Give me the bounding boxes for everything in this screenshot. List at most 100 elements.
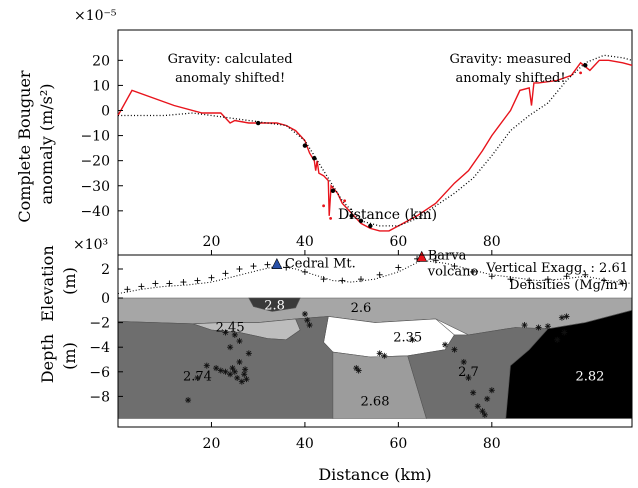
gravity-station-marker: [432, 257, 439, 264]
earthquake-marker: [231, 368, 238, 375]
earthquake-marker: [227, 344, 234, 351]
gravity-annotation-line: anomaly shifted!: [175, 71, 285, 86]
section-y-tick-label: −2: [89, 316, 110, 332]
gravity-y-axis-label-line-1: Complete Bouguer: [15, 70, 34, 223]
gravity-annotation-line: Gravity: measured: [450, 52, 572, 67]
section-x-tick-label: 80: [483, 436, 501, 452]
earthquake-marker: [301, 310, 308, 317]
gravity-x-tick-label: 60: [389, 234, 407, 250]
earthquake-marker: [185, 397, 192, 404]
section-x-tick-label: 60: [389, 436, 407, 452]
earthquake-marker: [236, 338, 243, 345]
gravity-station-marker: [264, 261, 271, 268]
gravity-station-marker: [124, 286, 131, 293]
depth-axis-label-line-2: (m): [60, 342, 79, 370]
earthquake-marker: [460, 358, 467, 365]
earthquake-marker: [544, 323, 551, 330]
earthquake-marker: [554, 336, 561, 343]
gravity-station-marker: [619, 280, 626, 287]
section-plot-frame: [117, 254, 633, 428]
gravity-station-point: [255, 120, 261, 126]
depth-axis-label: Depth (m): [38, 329, 79, 383]
density-label: 2.35: [393, 330, 422, 345]
section-x-axis-label: Distance (km): [318, 465, 431, 484]
gravity-station-marker: [526, 277, 533, 284]
gravity-y-tick-label: 20: [92, 53, 110, 69]
gravity-station-marker: [395, 264, 402, 271]
gravity-station-marker: [301, 268, 308, 275]
density-body: [323, 316, 455, 358]
gravity-y-tick-label: −30: [80, 179, 110, 195]
cedral-mt-marker: [271, 257, 283, 269]
gravity-red-mark: [579, 71, 582, 75]
gravity-x-tick-label: 20: [203, 234, 221, 250]
earthquake-marker: [304, 317, 311, 324]
gravity-station-point: [330, 188, 336, 193]
gravity-station-point: [349, 213, 354, 219]
section-y-tick-label: 0: [101, 291, 110, 307]
gravity-station-point: [583, 63, 588, 68]
earthquake-marker: [234, 374, 241, 381]
measured-gravity-line: [118, 54, 633, 227]
elevation-axis-label: Elevation (m): [38, 240, 79, 321]
earthquake-marker: [521, 322, 528, 329]
density-label: 2.68: [361, 394, 390, 409]
gravity-station-marker: [194, 277, 201, 284]
earthquake-marker: [479, 408, 486, 415]
gravity-station-marker: [166, 280, 173, 287]
gravity-station-marker: [152, 280, 159, 287]
gravity-annotation: Gravity: calculated anomaly shifted!: [168, 52, 293, 86]
gravity-annotation-line: Gravity: calculated: [168, 52, 293, 67]
earthquake-marker: [558, 314, 565, 321]
earthquake-marker: [561, 329, 568, 336]
gravity-panel: Gravity: calculated anomaly shifted!Gravi…: [15, 8, 633, 256]
gravity-annotation: Gravity: measured anomaly shifted!: [450, 52, 572, 86]
gravity-station-marker: [138, 283, 145, 290]
gravity-station-marker: [283, 264, 290, 271]
earthquake-marker: [238, 378, 245, 385]
gravity-station-marker: [250, 263, 257, 270]
gravity-station-marker: [222, 270, 229, 277]
section-panel: 2.6 2.45 2.8 2.35 2.74 2.68 2.7 2.82 Cedral Mt.…: [38, 240, 633, 484]
density-body: [505, 309, 633, 419]
earthquake-marker: [243, 376, 250, 383]
earthquake-marker: [488, 387, 495, 394]
gravity-x-tick-label: 80: [483, 234, 501, 250]
calculated-gravity-line: [117, 59, 633, 232]
earthquake-marker: [409, 336, 416, 343]
density-body: [248, 297, 301, 312]
gravity-station-marker: [582, 271, 589, 278]
earthquake-marker: [242, 366, 249, 373]
gravity-y-tick-label: −40: [80, 204, 110, 220]
gravity-station-point: [302, 143, 308, 148]
section-x-tick-label: 20: [203, 436, 221, 452]
gravity-station-marker: [357, 276, 364, 283]
density-label: 2.82: [575, 370, 604, 385]
earthquake-marker: [241, 371, 248, 378]
gravity-station-marker: [208, 274, 215, 281]
gravity-station-marker: [488, 273, 495, 280]
earthquake-marker: [217, 367, 224, 374]
earthquake-marker: [376, 350, 383, 357]
gravity-station-marker: [320, 276, 327, 283]
density-label: 2.6: [351, 301, 372, 316]
gravity-plot-frame: [117, 29, 633, 256]
earthquake-marker: [194, 374, 201, 381]
gravity-station-marker: [180, 279, 187, 286]
gravity-station-marker: [236, 266, 243, 272]
earthquake-marker: [470, 389, 477, 396]
earthquake-marker: [203, 362, 210, 369]
densities-label: Densities (Mg/m³): [509, 278, 628, 293]
density-label: 2.74: [183, 370, 212, 385]
volcano-label-line: volcano: [427, 264, 479, 279]
gravity-station-marker: [339, 277, 346, 284]
earthquake-marker: [465, 374, 472, 381]
section-x-tick-label: 40: [296, 436, 314, 452]
volcano-label-line: Barva: [428, 248, 467, 263]
gravity-x-axis-label: Distance (km): [338, 207, 437, 223]
elevation-axis-label-line-2: (m): [60, 267, 79, 295]
section-y-tick-label: −8: [89, 389, 110, 405]
gravity-station-marker: [544, 276, 551, 283]
earthquake-marker: [563, 313, 570, 320]
